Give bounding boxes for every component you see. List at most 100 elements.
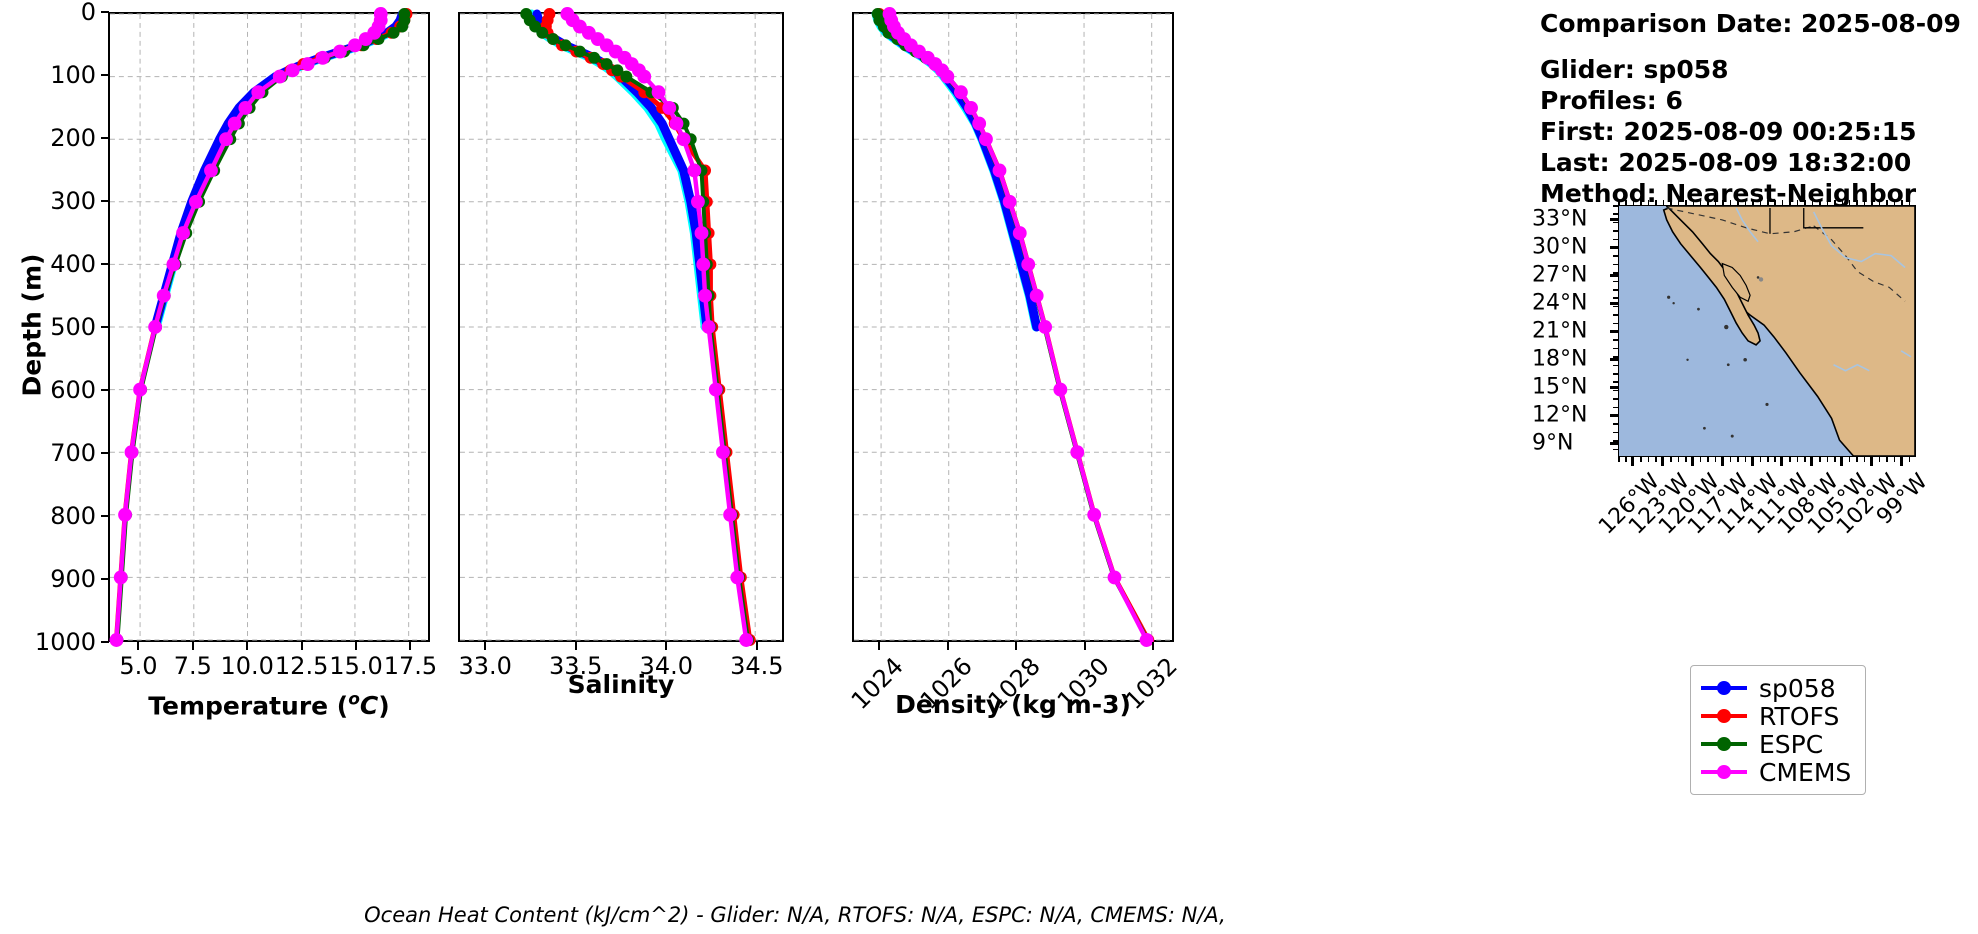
map-minor-tick (1759, 457, 1762, 462)
map-minor-tick (1613, 322, 1618, 325)
temperature-plot-panel (108, 7, 430, 647)
legend-marker-dot (1717, 681, 1731, 695)
x-axis-tick-mark (665, 642, 668, 650)
gridlines (854, 13, 1172, 641)
map-minor-tick (1613, 331, 1618, 333)
map-minor-tick (1819, 457, 1821, 462)
map-minor-tick (1613, 440, 1618, 442)
map-minor-tick (1613, 415, 1618, 417)
x-axis-tick-mark (355, 642, 358, 650)
map-lat-tick (1610, 441, 1619, 445)
map-minor-tick (1901, 200, 1903, 205)
density-plot-panel (852, 7, 1174, 647)
map-minor-tick (1826, 200, 1829, 205)
map-minor-tick (1714, 200, 1717, 205)
map-lat-label: 33°N (1532, 206, 1588, 232)
legend-item[interactable]: CMEMS (1701, 758, 1851, 787)
depth-tick-label: 700 (50, 439, 96, 467)
map-minor-tick (1613, 305, 1618, 308)
legend-item[interactable]: ESPC (1701, 729, 1851, 759)
mainland-mexico-shape (1665, 206, 1915, 456)
map-minor-tick (1647, 200, 1650, 205)
map-minor-tick (1613, 431, 1618, 434)
map-lat-label: 24°N (1532, 290, 1588, 316)
x-axis-tick-mark (755, 642, 758, 650)
map-minor-tick (1744, 457, 1747, 462)
glider-location-map[interactable] (1618, 205, 1916, 457)
map-minor-tick (1655, 200, 1657, 205)
map-minor-tick (1613, 221, 1618, 224)
land-mass (1662, 206, 1915, 456)
map-minor-tick (1685, 457, 1687, 462)
depth-tick-mark (101, 515, 109, 517)
legend-item-label: RTOFS (1759, 701, 1840, 731)
map-minor-tick (1908, 200, 1911, 205)
depth-tick-label: 900 (50, 565, 96, 593)
map-minor-tick (1640, 200, 1642, 205)
depth-tick-mark (101, 452, 109, 454)
series-CMEMS (882, 7, 1154, 647)
map-minor-tick (1759, 200, 1762, 205)
map-lat-tick (1610, 385, 1619, 389)
map-minor-tick (1662, 457, 1665, 462)
salinity-axis-label: Salinity (567, 670, 675, 699)
map-minor-tick (1826, 457, 1829, 462)
x-axis-tick-mark (300, 642, 303, 650)
legend-item-label: ESPC (1759, 729, 1824, 759)
map-lat-label: 18°N (1532, 346, 1588, 372)
map-minor-tick (1781, 457, 1784, 462)
political-borders (1666, 207, 1906, 302)
map-minor-tick (1729, 200, 1732, 205)
map-minor-tick (1613, 213, 1618, 215)
map-minor-tick (1670, 200, 1672, 205)
map-minor-tick (1834, 200, 1836, 205)
density-axis-label: Density (kg m-3) (895, 690, 1131, 719)
depth-tick-mark (101, 263, 109, 265)
map-minor-tick (1804, 200, 1806, 205)
map-minor-tick (1893, 200, 1896, 205)
map-minor-tick (1677, 200, 1680, 205)
x-axis-tick-mark (246, 642, 249, 650)
method-text: Method: Nearest-Neighbor (1540, 179, 1917, 208)
depth-tick-mark (101, 389, 109, 391)
map-lat-tick (1610, 217, 1619, 221)
map-minor-tick (1613, 297, 1618, 299)
map-minor-tick (1752, 200, 1754, 205)
depth-tick-mark (101, 326, 109, 328)
ocean-heat-content-footnote: Ocean Heat Content (kJ/cm^2) - Glider: N… (364, 903, 1226, 927)
depth-tick-mark (101, 641, 109, 643)
series-ESPC (871, 8, 1154, 646)
depth-tick-label: 500 (50, 313, 96, 341)
map-minor-tick (1744, 200, 1747, 205)
legend-marker-dot (1717, 737, 1731, 751)
x-axis-tick-mark (484, 642, 487, 650)
map-lat-label: 15°N (1532, 374, 1588, 400)
baja-peninsula-shape (1662, 207, 1761, 346)
map-minor-tick (1796, 200, 1799, 205)
map-minor-tick (1632, 457, 1635, 462)
map-minor-tick (1811, 457, 1814, 462)
depth-tick-mark (101, 200, 109, 202)
series-CMEMS (560, 7, 754, 647)
depth-tick-mark (101, 74, 109, 76)
map-minor-tick (1685, 200, 1687, 205)
map-minor-tick (1613, 238, 1618, 241)
map-minor-tick (1901, 457, 1903, 462)
series-CMEMS (109, 7, 388, 647)
legend-item[interactable]: RTOFS (1701, 701, 1851, 731)
map-minor-tick (1699, 200, 1702, 205)
series-sp058 (150, 9, 407, 332)
depth-tick-mark (101, 578, 109, 580)
map-minor-tick (1878, 200, 1881, 205)
map-minor-tick (1613, 272, 1618, 274)
temperature-axis-label: Temperature (oC) (148, 690, 390, 721)
map-minor-tick (1613, 364, 1618, 367)
map-minor-tick (1707, 200, 1709, 205)
map-minor-tick (1878, 457, 1881, 462)
map-minor-tick (1856, 457, 1858, 462)
map-minor-tick (1613, 205, 1618, 207)
map-minor-tick (1613, 314, 1618, 316)
map-minor-tick (1613, 339, 1618, 341)
legend-item[interactable]: sp058 (1701, 674, 1851, 703)
map-minor-tick (1625, 200, 1627, 205)
